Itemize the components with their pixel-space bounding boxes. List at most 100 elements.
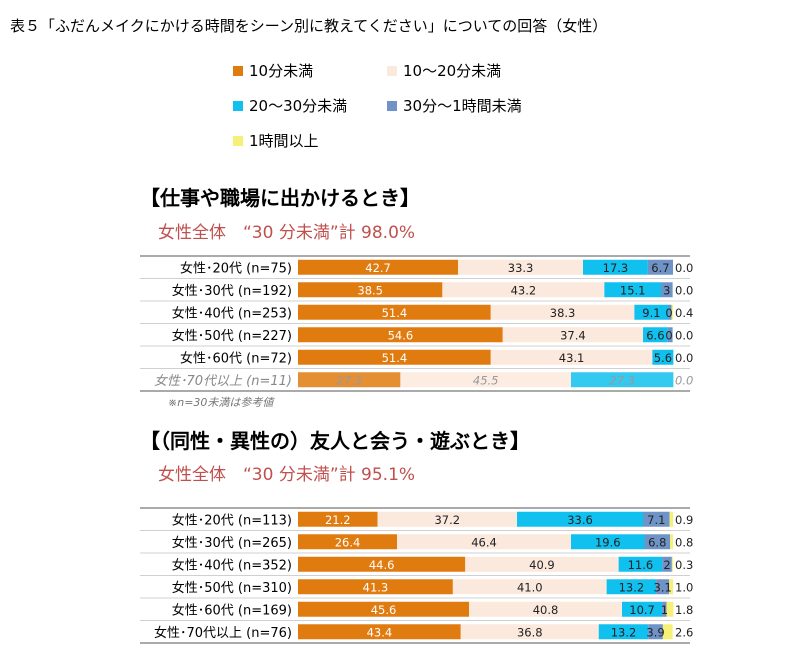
data-label-20-30: 5.6 xyxy=(654,351,672,365)
data-label-30-60: 0 xyxy=(665,306,672,320)
bar-segment-10-20 xyxy=(502,327,643,343)
data-label-20-30: 33.6 xyxy=(567,513,593,527)
bar-segment-20-30 xyxy=(606,579,657,595)
bar-segment-under-10 xyxy=(298,304,491,320)
data-label-over-60: 1.8 xyxy=(675,603,693,617)
bar-segment-under-10 xyxy=(298,327,503,343)
data-label-30-60: 6.7 xyxy=(651,261,669,275)
legend-swatch-under-10 xyxy=(233,65,243,76)
data-label-under-10: 45.6 xyxy=(371,603,397,617)
bar-segment-30-60 xyxy=(647,259,673,275)
bar-segment-30-60 xyxy=(662,556,672,572)
data-label-under-10: 54.6 xyxy=(388,328,414,342)
data-label-over-60: 0.0 xyxy=(675,351,693,365)
data-label-10-20: 40.8 xyxy=(533,603,559,617)
bar-segment-over-60 xyxy=(669,511,673,527)
data-label-10-20: 46.4 xyxy=(471,535,497,549)
bar-segment-20-30 xyxy=(643,327,668,343)
bar-segment-10-20 xyxy=(442,282,605,298)
bar-segment-over-60 xyxy=(670,534,673,550)
bar-segment-10-20 xyxy=(458,259,583,275)
data-label-under-10: 51.4 xyxy=(382,351,408,365)
bar-segment-under-10 xyxy=(298,556,466,572)
category-label: 女性･50代 (n=310) xyxy=(172,580,292,596)
bar-segment-over-60 xyxy=(671,556,673,572)
bar-segment-under-10 xyxy=(298,349,491,365)
section-subtitle-friends: 女性全体 “30 分未満”計 95.1% xyxy=(158,465,416,485)
data-label-10-20: 38.3 xyxy=(550,306,576,320)
data-label-over-60: 0.0 xyxy=(675,283,693,297)
bar-segment-20-30 xyxy=(604,282,661,298)
bar-segment-20-30 xyxy=(652,349,674,365)
data-label-over-60: 1.0 xyxy=(675,580,693,594)
bar-segment-under-10 xyxy=(298,511,378,527)
category-label: 女性･40代 (n=352) xyxy=(172,557,292,573)
legend-swatch-10-20 xyxy=(387,65,397,76)
data-label-10-20: 40.9 xyxy=(529,558,555,572)
data-label-under-10: 43.4 xyxy=(367,625,393,639)
data-label-30-60: 3.9 xyxy=(646,625,664,639)
data-label-20-30: 13.2 xyxy=(611,625,637,639)
bar-segment-20-30 xyxy=(583,259,648,275)
data-label-30-60: 3.1 xyxy=(654,580,672,594)
legend-swatch-30-60 xyxy=(387,100,397,111)
category-label: 女性･60代 (n=72) xyxy=(180,350,292,366)
data-label-under-10: 27.3 xyxy=(336,373,362,387)
stacked-bar-chart-friends: 女性･20代 (n=113) 21.2 37.2 33.6 7.1 0.9 女性･30代 (… xyxy=(140,507,693,644)
data-label-20-30: 11.6 xyxy=(628,558,654,572)
legend-item-10-20: 10〜20分未満 xyxy=(387,60,501,81)
data-label-over-60: 0.9 xyxy=(675,513,693,527)
bar-segment-20-30 xyxy=(618,556,663,572)
bar-segment-10-20 xyxy=(469,601,622,617)
bar-segment-under-10 xyxy=(298,579,453,595)
data-label-10-20: 43.2 xyxy=(511,283,537,297)
bar-segment-30-60 xyxy=(661,282,673,298)
bar-segment-30-60 xyxy=(668,304,672,320)
section-subtitle-work: 女性全体 “30 分未満”計 98.0% xyxy=(158,223,416,243)
data-label-20-30: 6.6 xyxy=(646,328,664,342)
data-label-20-30: 13.2 xyxy=(619,580,645,594)
data-label-10-20: 33.3 xyxy=(508,261,534,275)
bar-segment-under-10 xyxy=(298,372,401,388)
legend-item-over-60: 1時間以上 xyxy=(233,130,319,151)
bar-segment-20-30 xyxy=(622,601,663,617)
data-label-20-30: 17.3 xyxy=(603,261,629,275)
bar-segment-under-10 xyxy=(298,282,443,298)
legend-swatch-over-60 xyxy=(233,135,243,146)
data-label-10-20: 41.0 xyxy=(517,580,543,594)
data-label-under-10: 42.7 xyxy=(365,261,391,275)
bar-segment-under-10 xyxy=(298,624,461,640)
data-label-20-30: 10.7 xyxy=(629,603,655,617)
data-label-under-10: 26.4 xyxy=(335,535,361,549)
data-label-over-60: 0.0 xyxy=(675,328,693,342)
data-label-20-30: 9.1 xyxy=(642,306,660,320)
data-label-under-10: 44.6 xyxy=(369,558,395,572)
bar-segment-over-60 xyxy=(666,601,674,617)
data-label-30-60: 6.8 xyxy=(648,535,666,549)
legend-label-over-60: 1時間以上 xyxy=(249,132,319,150)
bar-segment-10-20 xyxy=(397,534,571,550)
data-label-10-20: 43.1 xyxy=(559,351,585,365)
bar-segment-30-60 xyxy=(667,327,673,343)
data-label-10-20: 37.2 xyxy=(434,513,460,527)
bar-segment-over-60 xyxy=(671,304,673,320)
bar-segment-20-30 xyxy=(517,511,643,527)
bar-segment-20-30 xyxy=(571,534,645,550)
page-title: 表５「ふだんメイクにかける時間をシーン別に教えてください」についての回答（女性） xyxy=(10,17,608,35)
bar-segment-10-20 xyxy=(490,349,653,365)
data-label-30-60: 3 xyxy=(663,283,670,297)
category-label: 女性･60代 (n=169) xyxy=(172,602,292,618)
data-label-30-60: 2 xyxy=(663,558,670,572)
bar-segment-over-60 xyxy=(662,624,673,640)
legend-swatch-20-30 xyxy=(233,100,243,111)
legend-item-30-60: 30分〜1時間未満 xyxy=(387,95,522,116)
bar-segment-10-20 xyxy=(452,579,607,595)
category-label: 女性･70代以上 (n=11) xyxy=(154,373,292,389)
category-label: 女性･50代 (n=227) xyxy=(172,328,292,344)
bar-segment-30-60 xyxy=(656,579,670,595)
legend-item-20-30: 20〜30分未満 xyxy=(233,95,347,116)
bar-segment-under-10 xyxy=(298,259,459,275)
bar-segment-30-60 xyxy=(644,534,670,550)
data-label-over-60: 0.3 xyxy=(675,558,693,572)
section-title-work: 【仕事や職場に出かけるとき】 xyxy=(140,186,420,210)
